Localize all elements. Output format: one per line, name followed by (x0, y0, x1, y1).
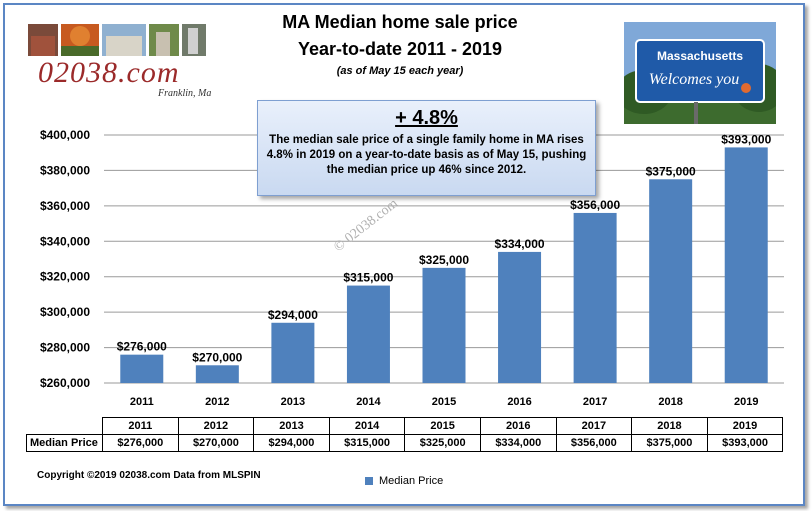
x-tick-label-2018: 2018 (658, 396, 682, 408)
x-tick-label-2014: 2014 (356, 396, 381, 408)
y-tick-label: $360,000 (40, 199, 90, 213)
data-table-corner (26, 417, 103, 435)
table-year-2015: 2015 (404, 417, 481, 435)
table-value-2019: $393,000 (706, 434, 784, 452)
table-value-2013: $294,000 (253, 434, 330, 452)
x-tick-label-2015: 2015 (432, 396, 456, 408)
x-tick-label-2013: 2013 (281, 396, 305, 408)
y-tick-label: $340,000 (40, 234, 90, 248)
bar-2012 (195, 365, 239, 383)
welcome-sign-image: Massachusetts Welcomes you (616, 22, 785, 124)
bar-2013 (271, 322, 315, 383)
table-value-2017: $356,000 (555, 434, 633, 452)
callout-box: + 4.8% The median sale price of a single… (257, 100, 596, 196)
data-label-2019: $393,000 (721, 132, 771, 146)
data-label-2013: $294,000 (268, 308, 318, 322)
y-tick-label: $380,000 (40, 163, 90, 177)
x-tick-label-2017: 2017 (583, 396, 607, 408)
table-year-2019: 2019 (706, 417, 784, 435)
bar-2015 (422, 267, 466, 383)
table-value-2018: $375,000 (631, 434, 708, 452)
table-year-2012: 2012 (177, 417, 255, 435)
legend: Median Price (365, 475, 443, 487)
table-year-2011: 2011 (102, 417, 179, 435)
table-year-2014: 2014 (328, 417, 406, 435)
table-year-2018: 2018 (631, 417, 708, 435)
photo-strip-image (28, 22, 206, 58)
table-value-2012: $270,000 (177, 434, 255, 452)
bar-2014 (346, 285, 390, 383)
chart-title: MA Median home sale price (282, 12, 518, 32)
callout-body: The median sale price of a single family… (266, 134, 587, 176)
y-tick-label: $260,000 (40, 376, 90, 390)
table-year-2013: 2013 (253, 417, 330, 435)
brand-logo-text: 02038.com (38, 56, 180, 89)
sign-text-state: Massachusetts (657, 49, 743, 63)
table-value-2014: $315,000 (328, 434, 406, 452)
x-tick-label-2012: 2012 (205, 396, 229, 408)
bar-series-median-price (120, 147, 768, 383)
data-table-header-row: 2011 2012 2013 2014 2015 2016 2017 2018 2019 (26, 417, 784, 435)
data-label-2018: $375,000 (646, 164, 696, 178)
copyright-text: Copyright ©2019 02038.com Data from MLSP… (37, 470, 261, 481)
x-tick-label-2011: 2011 (130, 396, 154, 408)
legend-swatch (365, 477, 373, 485)
y-tick-label: $280,000 (40, 341, 90, 355)
y-axis: $260,000 $280,000 $300,000 $320,000 $340,000… (40, 128, 90, 390)
y-tick-label: $400,000 (40, 128, 90, 142)
x-tick-label-2019: 2019 (734, 396, 758, 408)
data-table: 2011 2012 2013 2014 2015 2016 2017 2018 2019 Med… (26, 417, 784, 452)
chart-title-line2: Year-to-date 2011 - 2019 (297, 39, 503, 59)
table-year-2016: 2016 (479, 417, 557, 435)
data-table-row-label: Median Price (26, 434, 103, 452)
bar-2018 (649, 179, 693, 383)
legend-label: Median Price (379, 475, 444, 487)
logo-photo-strip (28, 22, 206, 58)
table-value-2015: $325,000 (404, 434, 481, 452)
x-axis: 2011 2012 2013 2014 2015 2016 2017 2018 2019 (130, 396, 759, 408)
data-label-2017: $356,000 (570, 198, 620, 212)
chart-subtitle: (as of May 15 each year) (336, 65, 464, 77)
bar-2016 (498, 251, 542, 383)
table-value-2011: $276,000 (102, 434, 179, 452)
y-tick-label: $300,000 (40, 305, 90, 319)
data-label-2016: $334,000 (495, 237, 545, 251)
data-label-2014: $315,000 (343, 271, 393, 285)
y-tick-label: $320,000 (40, 270, 90, 284)
bar-2011 (120, 354, 164, 383)
callout-headline: + 4.8% (395, 107, 458, 129)
x-tick-label-2016: 2016 (507, 396, 531, 408)
data-label-2015: $325,000 (419, 253, 469, 267)
data-label-2011: $276,000 (117, 340, 167, 354)
data-labels: $276,000 $270,000 $294,000 $315,000 $325,000… (117, 132, 772, 364)
watermark-text: © 02038.com (331, 196, 401, 255)
bar-2019 (724, 147, 768, 383)
data-label-2012: $270,000 (192, 350, 242, 364)
sign-text-welcome: Welcomes you (649, 71, 740, 88)
bar-2017 (573, 212, 617, 383)
table-value-2016: $334,000 (479, 434, 557, 452)
data-table-value-row: Median Price $276,000 $270,000 $294,000 $31… (26, 434, 784, 452)
brand-tagline: Franklin, Ma (158, 88, 212, 99)
table-year-2017: 2017 (555, 417, 633, 435)
